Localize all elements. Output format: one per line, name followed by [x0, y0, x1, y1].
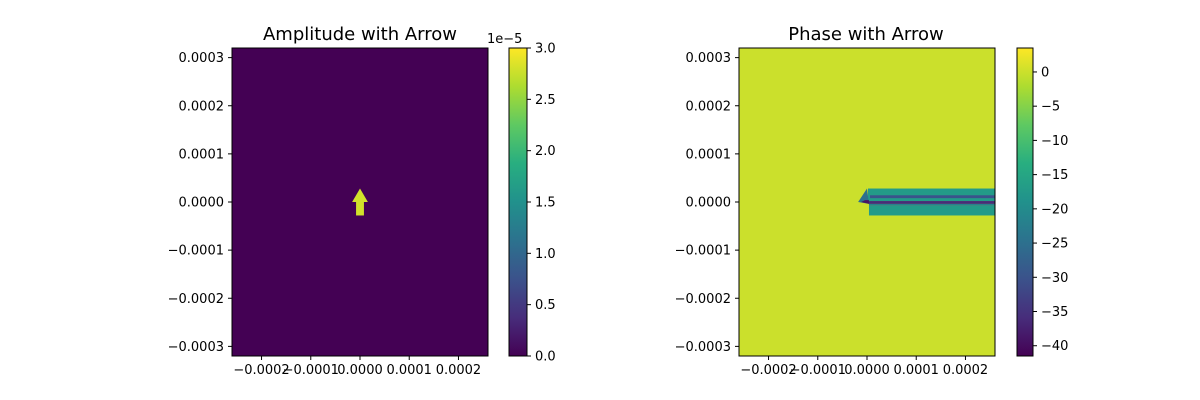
x-tick-label: 0.0002 [436, 363, 482, 378]
colorbar-gradient [508, 47, 528, 357]
chart-title: Amplitude with Arrow [263, 24, 457, 45]
chart-title: Phase with Arrow [788, 24, 944, 45]
colorbar-tick-label: −35 [1041, 305, 1068, 320]
y-tick-label: −0.0002 [168, 292, 224, 307]
phase-band [867, 188, 995, 202]
y-axis: −0.0003 −0.0002 −0.0001 0.0000 0.0001 0.0002 0… [675, 51, 739, 355]
amplitude-chart: Amplitude with Arrow −0.0002−0.00010.000… [168, 24, 556, 378]
x-tick-label: 0.0000 [844, 363, 890, 378]
arrow-head [352, 188, 368, 202]
colorbar-tick-label: −20 [1041, 202, 1068, 217]
heatmap-area [738, 47, 996, 357]
phase-band [868, 205, 995, 216]
colorbar-tick-label: −25 [1041, 237, 1068, 252]
y-tick-label: 0.0000 [686, 196, 732, 211]
x-tick-label: −0.0001 [283, 363, 339, 378]
colorbar-tick-label: 1.5 [535, 196, 556, 211]
colorbar-tick-label: −15 [1041, 168, 1068, 183]
colorbar: 0.0 0.5 1.0 1.5 2.0 2.5 3.0 1e−5 [487, 32, 556, 365]
heatmap-features [858, 188, 995, 216]
colorbar-tick-label: 2.0 [535, 144, 556, 159]
y-tick-label: 0.0001 [179, 147, 225, 162]
y-tick-label: −0.0003 [675, 340, 731, 355]
heatmap-features [352, 188, 368, 216]
colorbar-tick-label: 0.5 [535, 298, 556, 313]
arrow-tip-core [861, 200, 869, 204]
x-tick-label: 0.0001 [386, 363, 432, 378]
y-tick-label: 0.0003 [179, 51, 225, 66]
y-tick-label: 0.0000 [179, 196, 225, 211]
colorbar-tick-label: 0.0 [535, 350, 556, 365]
colorbar-tick-label: −5 [1041, 100, 1060, 115]
colorbar-tick-label: 0 [1041, 65, 1049, 80]
x-tick-label: −0.0001 [790, 363, 846, 378]
colorbar-tick-label: 1.0 [535, 247, 556, 262]
x-tick-label: 0.0000 [337, 363, 383, 378]
colorbar-tick-label: 3.0 [535, 42, 556, 57]
y-tick-label: −0.0002 [675, 292, 731, 307]
y-tick-label: 0.0003 [686, 51, 732, 66]
colorbar-tick-label: −30 [1041, 271, 1068, 286]
y-tick-label: −0.0003 [168, 340, 224, 355]
x-tick-label: −0.0002 [233, 363, 289, 378]
phase-band [868, 203, 995, 206]
y-tick-label: 0.0002 [179, 99, 225, 114]
arrow-shaft [356, 202, 364, 216]
x-tick-label: 0.0001 [893, 363, 939, 378]
colorbar-tick-label: −40 [1041, 339, 1068, 354]
y-tick-label: 0.0002 [686, 99, 732, 114]
phase-band [869, 195, 995, 199]
phase-band [868, 201, 995, 204]
x-tick-label: −0.0002 [740, 363, 796, 378]
y-axis: −0.0003 −0.0002 −0.0001 0.0000 0.0001 0.0002 0… [168, 51, 232, 355]
x-tick-label: 0.0002 [943, 363, 989, 378]
heatmap-area [231, 47, 489, 357]
y-tick-label: −0.0001 [675, 244, 731, 259]
colorbar-exponent-label: 1e−5 [487, 32, 522, 47]
y-tick-label: 0.0001 [686, 147, 732, 162]
y-tick-label: −0.0001 [168, 244, 224, 259]
colorbar: 0 −5 −10 −15 −20 −25 −30 −35 −40 [1016, 47, 1068, 357]
colorbar-tick-label: −10 [1041, 134, 1068, 149]
colorbar-tick-label: 2.5 [535, 93, 556, 108]
colorbar-gradient [1016, 47, 1034, 357]
